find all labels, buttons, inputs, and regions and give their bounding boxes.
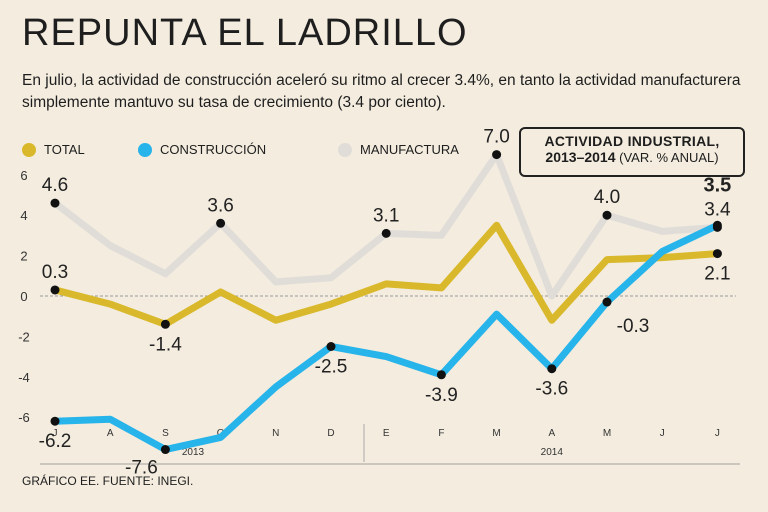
data-point-manufactura (492, 150, 502, 160)
x-tick-label: N (272, 428, 279, 439)
caption-years: 2013–2014 (545, 149, 616, 165)
x-tick-label: J (53, 428, 58, 439)
data-label-construccion: -3.6 (535, 379, 568, 400)
data-point-total (712, 249, 722, 259)
x-tick-label: J (715, 428, 720, 439)
data-label-manufactura: 4.6 (42, 175, 68, 196)
data-point-manufactura (381, 228, 391, 238)
legend-swatch-construccion (138, 142, 152, 157)
y-tick-label: 6 (20, 168, 27, 183)
data-label-manufactura: 3.6 (207, 195, 233, 216)
x-tick-label: E (383, 428, 390, 439)
caption-units: (VAR. % ANUAL) (619, 150, 719, 165)
legend-label-total: TOTAL (44, 142, 85, 157)
legend-swatch-manufactura (338, 142, 352, 157)
legend-item-total: TOTAL (22, 142, 85, 157)
data-point-manufactura (602, 210, 612, 220)
data-point-construccion (326, 342, 336, 351)
x-tick-label: D (327, 428, 334, 439)
legend-label-construccion: CONSTRUCCIÓN (160, 142, 267, 157)
data-label-total: 0.3 (42, 262, 68, 283)
data-point-construccion (547, 364, 557, 374)
data-point-manufactura (216, 218, 226, 228)
data-label-manufactura: 3.4 (704, 199, 731, 220)
y-tick-label: 2 (20, 249, 27, 264)
x-tick-label: M (492, 428, 500, 439)
y-tick-label: -2 (18, 329, 30, 344)
legend-item-construccion: CONSTRUCCIÓN (138, 142, 266, 157)
data-point-construccion (602, 297, 612, 307)
data-point-construccion (50, 416, 60, 426)
data-label-construccion: -6.2 (39, 431, 72, 452)
x-tick-label: M (603, 428, 611, 439)
data-label-total: 2.1 (704, 264, 730, 285)
x-tick-label: F (438, 428, 444, 439)
chart-caption-box: ACTIVIDAD INDUSTRIAL, 2013–2014 (VAR. % … (519, 127, 745, 177)
y-tick-label: 4 (20, 208, 27, 223)
legend-item-manufactura: MANUFACTURA (338, 142, 459, 157)
data-point-construccion (436, 370, 446, 380)
x-tick-label: S (162, 428, 169, 439)
data-point-construccion (712, 220, 722, 230)
data-label-construccion: -0.3 (617, 316, 650, 337)
x-tick-label: A (548, 428, 555, 439)
chart-title: REPUNTA EL LADRILLO (22, 12, 468, 54)
caption-line-1: ACTIVIDAD INDUSTRIAL, (544, 133, 720, 149)
data-label-construccion: -2.5 (315, 357, 348, 378)
year-label: 2013 (182, 447, 205, 458)
y-tick-label: -4 (18, 370, 30, 385)
data-label-manufactura: 3.1 (373, 205, 399, 226)
year-label: 2014 (541, 447, 564, 458)
chart-subtitle: En julio, la actividad de construcción a… (22, 72, 741, 111)
data-label-manufactura: 4.0 (594, 187, 620, 208)
x-tick-label: A (107, 428, 114, 439)
y-tick-label: -6 (18, 410, 30, 425)
data-point-manufactura (50, 198, 60, 208)
legend-swatch-total (22, 142, 36, 157)
caption-line-2: 2013–2014 (VAR. % ANUAL) (527, 149, 737, 165)
data-point-construccion (160, 445, 170, 455)
data-label-manufactura: 7.0 (483, 127, 509, 148)
series-line-total (51, 221, 721, 328)
data-label-construccion: -3.9 (425, 385, 458, 406)
data-point-total (50, 285, 60, 295)
data-point-total (160, 319, 170, 329)
x-tick-label: J (660, 428, 665, 439)
source-footer: GRÁFICO EE. FUENTE: INEGI. (22, 474, 194, 488)
data-label-construccion: 3.5 (703, 174, 731, 196)
y-tick-label: 0 (20, 289, 27, 304)
data-label-total: -1.4 (149, 334, 182, 355)
data-label-construccion: -7.6 (125, 458, 158, 479)
legend-label-manufactura: MANUFACTURA (360, 142, 459, 157)
